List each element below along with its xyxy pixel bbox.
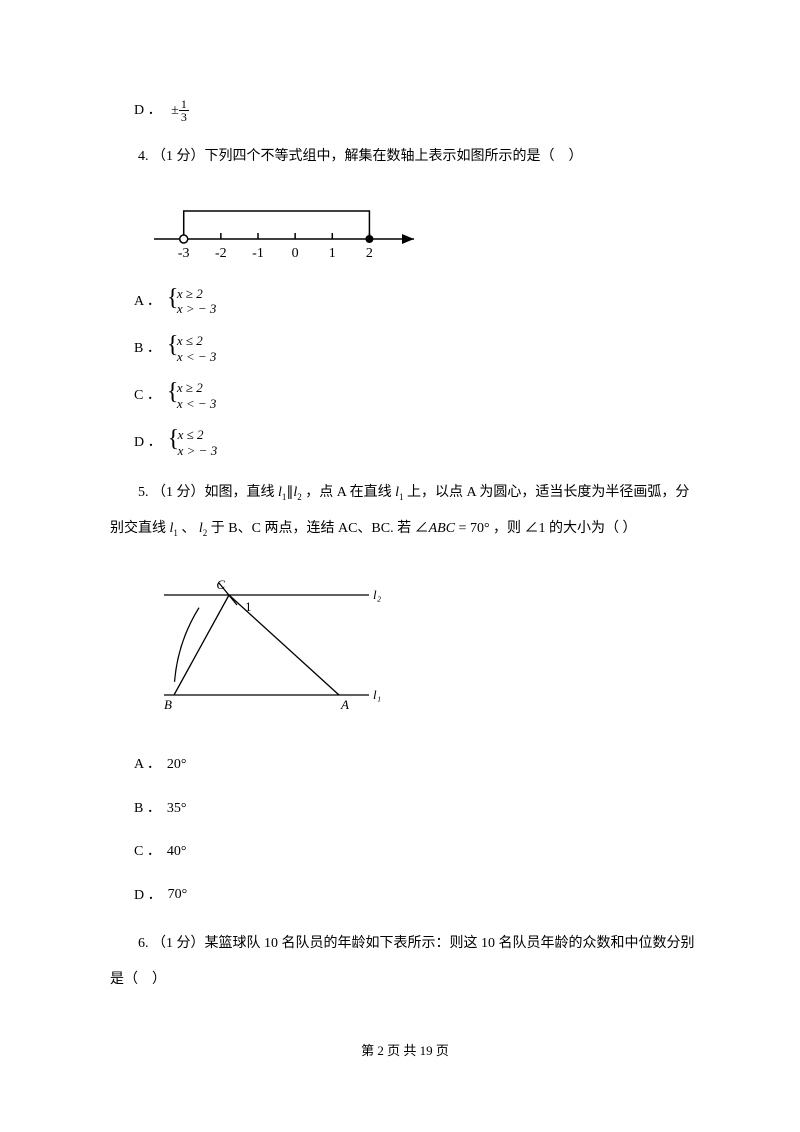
svg-text:-2: -2 [215,246,227,261]
option-label: B ． [134,336,161,361]
q4-numberline-figure: -3 -2 -1 0 1 2 [134,194,700,264]
option-label: B ． [134,796,161,821]
inequality-system: {x ≤ 2x > − 3 [168,427,218,458]
option-value: 70° [168,887,188,902]
svg-text:1: 1 [245,599,252,614]
fraction: 13 [179,98,189,123]
q5-options: A ． 20° B ． 35° C ． 40° D ． 70° [110,752,700,908]
svg-text:A: A [340,697,349,712]
inequality-system: {x ≥ 2x < − 3 [167,380,217,411]
svg-text:-1: -1 [252,246,264,261]
option-label: D ． [134,430,162,455]
svg-text:-3: -3 [178,246,190,261]
page-content: D ． ±13 4. （1 分）下列四个不等式组中，解集在数轴上表示如图所示的是… [0,0,800,1102]
option-label: D ． [134,883,162,908]
q4-option: D ．{x ≤ 2x > − 3 [134,427,700,458]
inequality-system: {x ≥ 2x > − 3 [167,286,217,317]
inequality-system: {x ≤ 2x < − 3 [167,333,217,364]
option-value: 20° [167,757,187,772]
option-label: A ． [134,752,161,777]
svg-text:0: 0 [292,246,299,261]
option-label: C ． [134,383,161,408]
option-label: C ． [134,839,161,864]
q4-options: A ．{x ≥ 2x > − 3B ．{x ≤ 2x < − 3C ．{x ≥ … [110,286,700,459]
svg-text:1: 1 [329,246,336,261]
plus-minus: ± [171,103,179,118]
q4-option: C ．{x ≥ 2x < − 3 [134,380,700,411]
q4-option: A ．{x ≥ 2x > − 3 [134,286,700,317]
q5-option: D ． 70° [134,882,700,907]
q4-stem: 4. （1 分）下列四个不等式组中，解集在数轴上表示如图所示的是（ ） [110,139,700,175]
svg-text:l₂: l₂ [373,587,382,602]
page-footer: 第 2 页 共 19 页 [110,1039,700,1062]
option-label: D ． [134,98,162,123]
q5-option: C ． 40° [134,839,700,864]
geometry-svg: l₂ l₁ A B C 1 [134,565,404,730]
svg-text:B: B [164,697,172,712]
q4-option: B ．{x ≤ 2x < − 3 [134,333,700,364]
q6-stem: 6. （1 分）某篮球队 10 名队员的年龄如下表所示：则这 10 名队员年龄的… [110,926,700,999]
q5-figure: l₂ l₁ A B C 1 [134,565,700,730]
option-value: 40° [167,844,187,859]
svg-text:2: 2 [366,246,373,261]
q3-option-d: D ． ±13 [134,98,700,123]
q5-stem: 5. （1 分）如图，直线 l1∥l2 ，点 A 在直线 l1 上，以点 A 为… [110,475,700,548]
numberline-svg: -3 -2 -1 0 1 2 [134,194,434,264]
option-value: 35° [167,801,187,816]
q5-option: B ． 35° [134,796,700,821]
svg-text:C: C [216,577,225,592]
option-label: A ． [134,289,161,314]
svg-text:l₁: l₁ [373,687,381,702]
q5-option: A ． 20° [134,752,700,777]
